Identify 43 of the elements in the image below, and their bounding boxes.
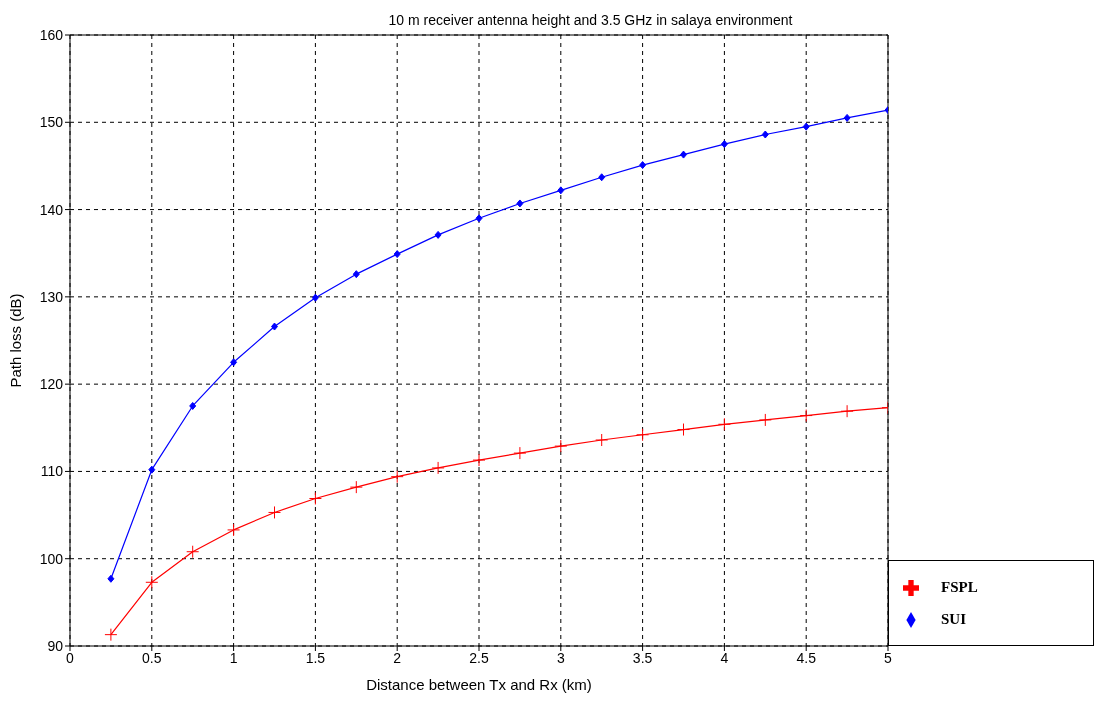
point bbox=[598, 173, 606, 182]
x-tick-label: 2.5 bbox=[469, 649, 489, 666]
point bbox=[434, 230, 442, 239]
x-axis-title: Distance between Tx and Rx (km) bbox=[366, 676, 592, 693]
y-tick-label: 140 bbox=[39, 201, 64, 218]
point bbox=[843, 113, 851, 122]
y-tick-label: 100 bbox=[39, 550, 64, 567]
x-tick-label: 4.5 bbox=[796, 649, 817, 666]
point bbox=[802, 122, 810, 131]
legend-label: SUI bbox=[941, 611, 967, 627]
y-tick-label: 90 bbox=[47, 637, 64, 654]
y-tick-label: 120 bbox=[39, 376, 64, 393]
x-tick-label: 3.5 bbox=[632, 649, 653, 666]
point bbox=[557, 186, 565, 195]
point bbox=[720, 140, 728, 149]
point bbox=[148, 465, 156, 474]
point bbox=[107, 574, 115, 583]
y-tick-label: 160 bbox=[39, 26, 64, 43]
point bbox=[475, 214, 483, 223]
y-tick-label: 130 bbox=[39, 288, 64, 305]
x-tick-label: 4 bbox=[720, 649, 729, 666]
x-tick-label: 3 bbox=[556, 649, 565, 666]
point bbox=[271, 322, 278, 331]
point bbox=[680, 150, 687, 159]
point bbox=[761, 130, 769, 139]
x-tick-label: 0.5 bbox=[142, 649, 162, 666]
point bbox=[189, 401, 197, 410]
point bbox=[311, 293, 319, 302]
x-tick-label: 5 bbox=[884, 649, 893, 666]
x-tick-label: 2 bbox=[393, 649, 402, 666]
y-axis-title: Path loss (dB) bbox=[7, 293, 25, 388]
point bbox=[230, 358, 238, 367]
point bbox=[516, 199, 524, 208]
x-tick-label: 1 bbox=[229, 649, 238, 666]
x-tick-label: 0 bbox=[66, 649, 75, 666]
point bbox=[639, 161, 647, 170]
y-tick-label: 150 bbox=[39, 114, 64, 131]
y-tick-label: 110 bbox=[40, 463, 64, 480]
x-tick-label: 1.5 bbox=[305, 649, 326, 666]
legend-label: FSPL bbox=[941, 579, 978, 595]
point bbox=[352, 270, 360, 279]
chart-title: 10 m receiver antenna height and 3.5 GHz in salaya environment bbox=[387, 12, 794, 28]
point bbox=[393, 250, 401, 259]
